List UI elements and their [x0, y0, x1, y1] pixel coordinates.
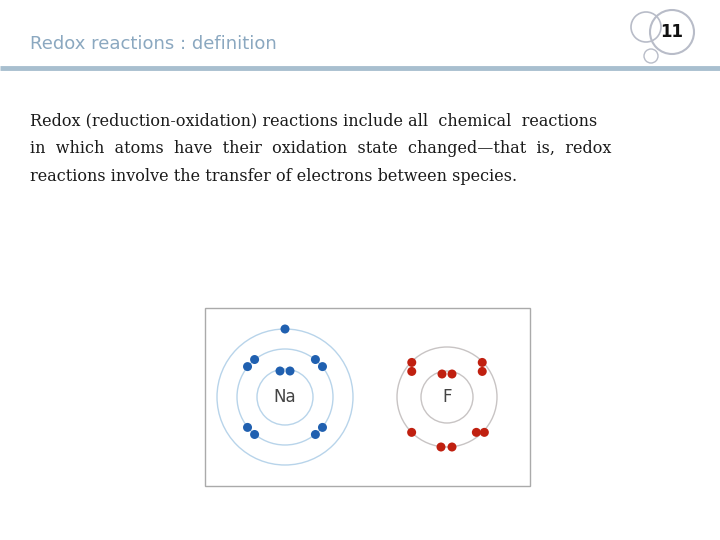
- Circle shape: [276, 367, 284, 375]
- Circle shape: [438, 369, 446, 379]
- Circle shape: [243, 362, 252, 371]
- Circle shape: [448, 369, 456, 379]
- Text: Redox reactions : definition: Redox reactions : definition: [30, 35, 276, 53]
- Text: in  which  atoms  have  their  oxidation  state  changed—that  is,  redox: in which atoms have their oxidation stat…: [30, 140, 611, 157]
- Circle shape: [408, 358, 416, 367]
- Circle shape: [250, 430, 259, 439]
- Text: 11: 11: [660, 23, 683, 41]
- Text: Redox (reduction-oxidation) reactions include all  chemical  reactions: Redox (reduction-oxidation) reactions in…: [30, 112, 598, 129]
- Circle shape: [480, 428, 489, 437]
- Circle shape: [243, 423, 252, 432]
- Circle shape: [250, 355, 259, 364]
- Text: Na: Na: [274, 388, 297, 406]
- Circle shape: [286, 367, 294, 375]
- Circle shape: [311, 430, 320, 439]
- Circle shape: [318, 423, 327, 432]
- Circle shape: [478, 358, 487, 367]
- Circle shape: [478, 367, 487, 376]
- Circle shape: [281, 325, 289, 334]
- Text: F: F: [442, 388, 451, 406]
- Circle shape: [448, 442, 456, 451]
- Circle shape: [408, 367, 416, 376]
- Circle shape: [311, 355, 320, 364]
- Text: reactions involve the transfer of electrons between species.: reactions involve the transfer of electr…: [30, 168, 517, 185]
- Bar: [205, 308, 530, 486]
- Circle shape: [472, 428, 481, 437]
- Circle shape: [436, 442, 446, 451]
- Circle shape: [318, 362, 327, 371]
- Circle shape: [407, 428, 416, 437]
